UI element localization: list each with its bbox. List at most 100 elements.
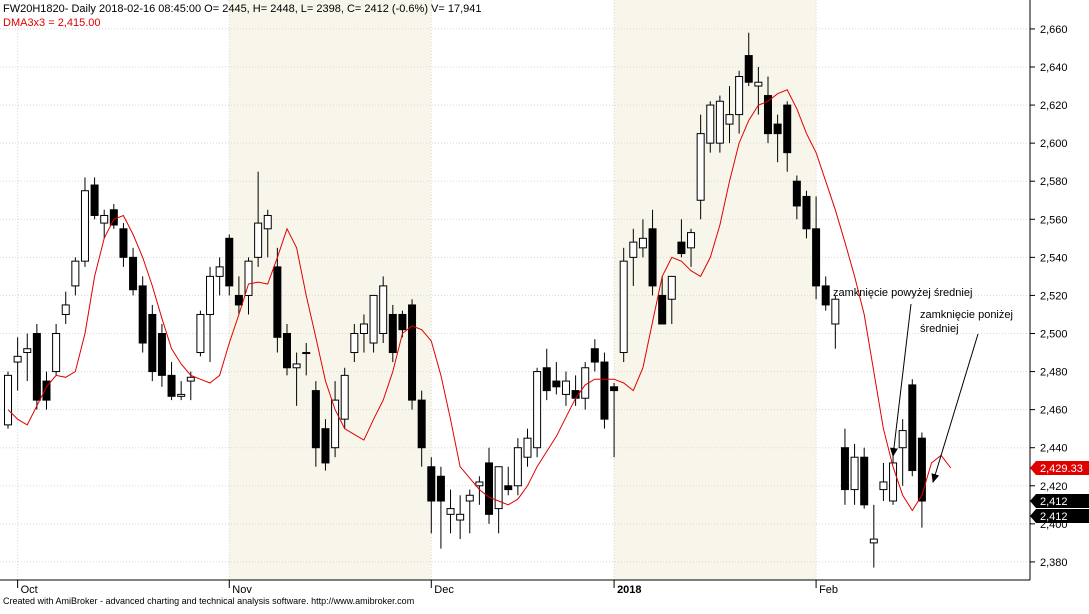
- month-shade: [614, 0, 817, 580]
- candle-body: [802, 195, 811, 230]
- candle-body: [533, 371, 542, 449]
- candle-body: [273, 266, 282, 338]
- candle-body: [292, 363, 301, 369]
- candle-body: [282, 332, 291, 369]
- candle-body: [610, 386, 619, 392]
- candle-body: [658, 294, 667, 325]
- candle-body: [725, 114, 734, 125]
- candle-body: [456, 513, 465, 521]
- candle-body: [908, 384, 917, 472]
- price-marker: [1030, 494, 1089, 509]
- candle-body: [446, 508, 455, 515]
- candle-body: [263, 214, 272, 230]
- candle-body: [427, 466, 436, 502]
- candle-body: [331, 399, 340, 449]
- y-tick-label: 2,500: [1040, 328, 1068, 340]
- candle-body: [4, 374, 13, 426]
- candle-body: [840, 447, 849, 491]
- month-shading: [229, 0, 817, 580]
- candle-body: [619, 260, 628, 354]
- chart-title: FW20H1820- Daily 2018-02-16 08:45:00 O= …: [3, 3, 482, 15]
- candle-body: [129, 256, 138, 291]
- candle-body: [667, 275, 676, 300]
- candle-body: [90, 184, 99, 216]
- candle-body: [831, 298, 840, 325]
- candle-body: [513, 447, 522, 487]
- candle-body: [561, 380, 570, 395]
- footer: Created with AmiBroker - advanced charti…: [3, 596, 414, 606]
- y-tick-label: 2,380: [1040, 557, 1068, 569]
- candle-body: [350, 332, 359, 354]
- candle-body: [388, 313, 397, 354]
- candle-body: [638, 237, 647, 249]
- candle-body: [408, 304, 417, 401]
- candle-body: [340, 374, 349, 420]
- moving-average-line: [7, 89, 952, 512]
- y-tick-label: 2,580: [1040, 176, 1068, 188]
- candle-body: [23, 348, 32, 354]
- candle-body: [735, 76, 744, 116]
- candle-body: [61, 304, 70, 315]
- candle-body: [821, 285, 830, 306]
- candle-body: [754, 81, 763, 87]
- candle-body: [32, 332, 41, 401]
- candle-body: [850, 456, 859, 491]
- x-tick-label: Nov: [232, 584, 252, 596]
- candle-body: [465, 494, 474, 502]
- candle-body: [504, 485, 513, 491]
- candle-body: [687, 232, 696, 249]
- candle-body: [225, 237, 234, 287]
- candle-body: [812, 228, 821, 287]
- candle-body: [196, 313, 205, 354]
- candle-body: [889, 462, 898, 502]
- y-tick-label: 2,480: [1040, 367, 1068, 379]
- candle-body: [254, 222, 263, 258]
- candle-body: [177, 393, 186, 397]
- candle-body: [157, 332, 166, 376]
- candle-body: [898, 430, 907, 449]
- x-tick-label: Oct: [21, 584, 38, 596]
- candle-body: [186, 376, 195, 382]
- candle-body: [485, 462, 494, 515]
- candle-body: [629, 241, 638, 258]
- candle-body: [148, 313, 157, 373]
- candle-body: [215, 266, 224, 277]
- candle-body: [321, 428, 330, 464]
- x-tick-label: 2018: [617, 584, 641, 596]
- y-tick-label: 2,560: [1040, 214, 1068, 226]
- candle-body: [311, 390, 320, 449]
- candle-body: [244, 260, 253, 296]
- candle-body: [494, 466, 503, 510]
- y-tick-label: 2,520: [1040, 290, 1068, 302]
- candle-body: [523, 437, 532, 458]
- candle-body: [744, 55, 753, 83]
- candle-body: [715, 100, 724, 144]
- candle-body: [860, 456, 869, 506]
- candle-body: [773, 123, 782, 135]
- candle-body: [359, 323, 368, 334]
- candle-body: [590, 348, 599, 363]
- candle-body: [917, 437, 926, 502]
- candle-body: [52, 332, 61, 373]
- candle-body: [792, 180, 801, 207]
- candle-body: [302, 352, 311, 355]
- annotation-arrow: [889, 303, 912, 457]
- candle-body: [109, 209, 118, 226]
- candle-body: [234, 294, 243, 306]
- candle-body: [600, 361, 609, 420]
- candle-body: [369, 294, 378, 344]
- candle-body: [167, 374, 176, 397]
- y-tick-label: 2,640: [1040, 62, 1068, 74]
- candle-body: [379, 285, 388, 334]
- annotation: średniej: [920, 323, 959, 335]
- price-marker-label: 2,412: [1040, 496, 1068, 508]
- price-marker-label: 2,412: [1040, 511, 1068, 523]
- x-tick-label: Feb: [819, 584, 838, 596]
- y-tick-label: 2,540: [1040, 252, 1068, 264]
- candle-body: [80, 190, 89, 262]
- candle-body: [42, 380, 51, 401]
- candle-body: [677, 241, 686, 255]
- indicator-label: DMA3x3 = 2,415.00: [3, 17, 101, 29]
- candle-body: [869, 538, 878, 544]
